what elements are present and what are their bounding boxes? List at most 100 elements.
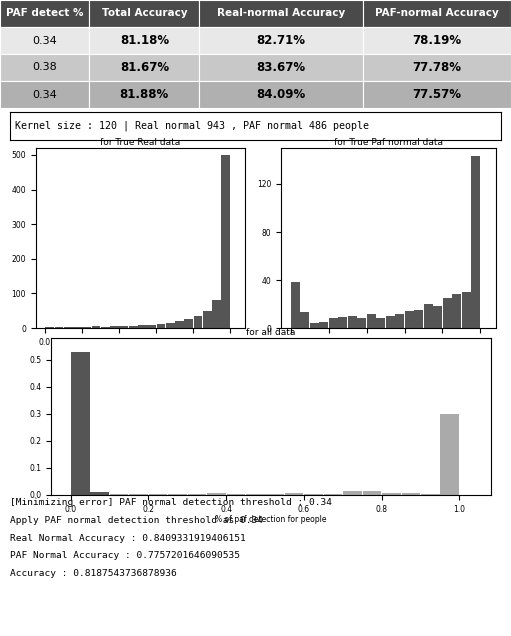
X-axis label: % of paf detection for people: % of paf detection for people [215, 515, 327, 524]
Bar [129, 494, 148, 495]
Bar [348, 316, 357, 328]
Bar [82, 327, 91, 328]
Bar [363, 494, 381, 495]
Bar [212, 300, 221, 328]
Bar [45, 327, 54, 328]
Bar [110, 326, 119, 328]
Bar [440, 414, 459, 495]
Bar [471, 156, 480, 328]
Bar [188, 494, 206, 495]
Text: Accuracy : 0.8187543736878936: Accuracy : 0.8187543736878936 [10, 569, 177, 578]
Text: 78.19%: 78.19% [412, 34, 461, 47]
Bar [382, 494, 401, 495]
FancyBboxPatch shape [0, 0, 89, 27]
Title: for True Paf normal data: for True Paf normal data [334, 138, 443, 147]
Bar [266, 494, 284, 495]
FancyBboxPatch shape [199, 0, 363, 27]
Bar [443, 298, 452, 328]
Text: 84.09%: 84.09% [257, 88, 306, 101]
FancyBboxPatch shape [0, 54, 89, 81]
Bar [405, 311, 414, 328]
Text: 83.67%: 83.67% [257, 61, 306, 74]
Bar [147, 325, 156, 328]
Bar [149, 494, 167, 495]
Bar [166, 323, 175, 328]
Bar [386, 316, 395, 328]
Text: 81.18%: 81.18% [120, 34, 169, 47]
X-axis label: % of real detection for people: % of real detection for people [84, 348, 197, 357]
Text: PAF Normal Accuracy : 0.7757201646090535: PAF Normal Accuracy : 0.7757201646090535 [10, 551, 240, 560]
Text: 82.71%: 82.71% [257, 34, 306, 47]
FancyBboxPatch shape [199, 27, 363, 54]
FancyBboxPatch shape [0, 81, 89, 108]
Bar [462, 292, 471, 328]
FancyBboxPatch shape [199, 54, 363, 81]
Bar [149, 494, 167, 495]
Bar [184, 319, 193, 328]
Bar [188, 494, 206, 495]
Bar [343, 491, 362, 495]
Bar [194, 316, 202, 328]
Text: 81.67%: 81.67% [120, 61, 169, 74]
Text: 0.38: 0.38 [32, 62, 57, 73]
Bar [414, 310, 423, 328]
Bar [319, 322, 328, 328]
Text: 77.78%: 77.78% [412, 61, 461, 74]
Bar [64, 327, 73, 328]
Text: Real-normal Accuracy: Real-normal Accuracy [217, 8, 345, 18]
Bar [382, 493, 401, 495]
FancyBboxPatch shape [199, 81, 363, 108]
Bar [203, 311, 212, 328]
FancyBboxPatch shape [363, 27, 511, 54]
Bar [285, 494, 304, 495]
Text: PAF detect %: PAF detect % [6, 8, 83, 18]
Text: 81.88%: 81.88% [120, 88, 169, 101]
Bar [156, 324, 166, 328]
FancyBboxPatch shape [363, 54, 511, 81]
Bar [246, 494, 265, 495]
Text: Total Accuracy: Total Accuracy [102, 8, 187, 18]
Bar [207, 492, 226, 495]
Bar [226, 494, 245, 495]
FancyBboxPatch shape [0, 27, 89, 54]
Bar [343, 494, 362, 495]
FancyBboxPatch shape [363, 81, 511, 108]
Text: Apply PAF normal detection threshold as 0.34: Apply PAF normal detection threshold as … [10, 516, 263, 525]
Bar [73, 327, 82, 328]
Bar [363, 491, 381, 495]
Bar [338, 317, 347, 328]
Text: 0.34: 0.34 [32, 36, 57, 46]
Bar [285, 494, 304, 495]
Text: Kernel size : 120 | Real normal 943 , PAF normal 486 people: Kernel size : 120 | Real normal 943 , PA… [15, 121, 369, 131]
Bar [110, 494, 128, 495]
Bar [324, 494, 342, 495]
Bar [424, 304, 433, 328]
Bar [120, 326, 128, 328]
Text: 0.34: 0.34 [32, 90, 57, 99]
Text: PAF-normal Accuracy: PAF-normal Accuracy [375, 8, 499, 18]
Bar [129, 326, 137, 328]
Bar [168, 494, 187, 495]
Title: for True Real data: for True Real data [100, 138, 181, 147]
Bar [101, 327, 110, 328]
Bar [138, 325, 147, 328]
Bar [291, 282, 300, 328]
Bar [91, 326, 101, 328]
FancyBboxPatch shape [89, 0, 199, 27]
Bar [376, 319, 385, 328]
X-axis label: % of paf detection for people: % of paf detection for people [333, 348, 444, 357]
Bar [305, 494, 323, 495]
FancyBboxPatch shape [89, 81, 199, 108]
Bar [452, 294, 461, 328]
Bar [357, 319, 366, 328]
Text: 77.57%: 77.57% [412, 88, 461, 101]
Bar [71, 352, 89, 495]
Bar [221, 155, 230, 328]
Bar [90, 492, 109, 495]
Bar [310, 323, 319, 328]
Bar [246, 494, 265, 495]
Bar [421, 494, 439, 495]
Bar [175, 321, 184, 328]
FancyBboxPatch shape [89, 27, 199, 54]
Bar [329, 319, 338, 328]
